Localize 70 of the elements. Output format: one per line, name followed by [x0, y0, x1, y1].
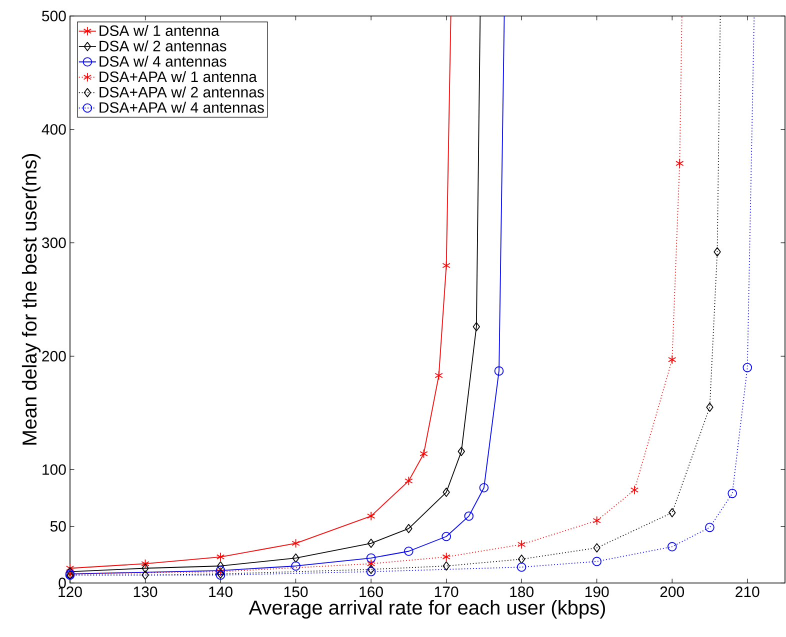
point	[442, 552, 450, 562]
point	[366, 559, 376, 568]
point	[592, 556, 602, 566]
legend-label: DSA w/ 1 antenna	[100, 24, 220, 36]
legend-label: DSA+APA w/ 2 antennas	[100, 86, 264, 98]
legend-label: DSA+APA w/ 4 antennas	[100, 102, 264, 113]
point	[705, 522, 714, 532]
point	[668, 508, 676, 518]
point	[66, 564, 74, 573]
y-tick-label: 100	[42, 464, 66, 475]
point	[706, 402, 714, 412]
point	[667, 542, 677, 552]
point	[367, 564, 375, 574]
x-axis-title: Average arrival rate for each user (kbps)	[248, 600, 605, 619]
point	[494, 366, 504, 376]
y-tick-label: 400	[42, 124, 66, 135]
point	[291, 561, 300, 571]
point	[404, 546, 414, 556]
legend-label: DSA w/ 4 antennas	[100, 56, 226, 67]
point	[592, 516, 601, 526]
x-tick-label: 130	[134, 586, 158, 598]
point	[676, 158, 684, 168]
point	[728, 488, 737, 498]
y-tick-label: 50	[50, 520, 66, 532]
legend-label: DSA w/ 2 antennas	[100, 40, 226, 52]
point	[458, 446, 465, 456]
point	[714, 247, 721, 257]
y-axis-title: Mean delay for the best user(ms)	[22, 154, 41, 445]
point	[292, 538, 300, 548]
x-tick-label: 170	[434, 586, 458, 598]
point	[405, 524, 412, 534]
point	[366, 553, 376, 563]
point	[742, 362, 752, 372]
y-tick-label: 500	[42, 10, 66, 22]
point	[366, 567, 376, 576]
point	[518, 554, 526, 564]
point	[142, 564, 149, 573]
x-tick-label: 160	[360, 586, 383, 598]
point	[630, 485, 639, 495]
point	[593, 543, 600, 552]
point	[442, 532, 451, 542]
legend-label: DSA+APA w/ 1 antenna	[100, 71, 257, 82]
point	[442, 561, 450, 571]
x-tick-label: 200	[660, 586, 684, 598]
point	[292, 553, 300, 563]
point	[516, 562, 526, 572]
point	[420, 449, 428, 458]
point	[434, 370, 443, 380]
point	[479, 483, 489, 492]
point	[216, 561, 224, 571]
point	[517, 540, 526, 550]
x-tick-label: 210	[736, 586, 760, 598]
x-tick-label: 140	[209, 586, 232, 598]
x-tick-label: 180	[510, 586, 534, 598]
point	[442, 488, 450, 497]
y-tick-label: 300	[42, 237, 66, 248]
x-tick-label: 150	[284, 586, 308, 598]
point	[142, 570, 149, 580]
point	[464, 511, 474, 521]
point	[442, 260, 450, 270]
point	[367, 538, 375, 548]
x-tick-label: 190	[585, 586, 609, 598]
point	[404, 476, 413, 486]
point	[216, 552, 225, 562]
point	[668, 354, 676, 364]
y-tick-label: 200	[42, 350, 66, 362]
x-tick-label: 120	[58, 586, 82, 598]
point	[141, 559, 150, 568]
point	[366, 511, 376, 521]
point	[472, 322, 480, 332]
